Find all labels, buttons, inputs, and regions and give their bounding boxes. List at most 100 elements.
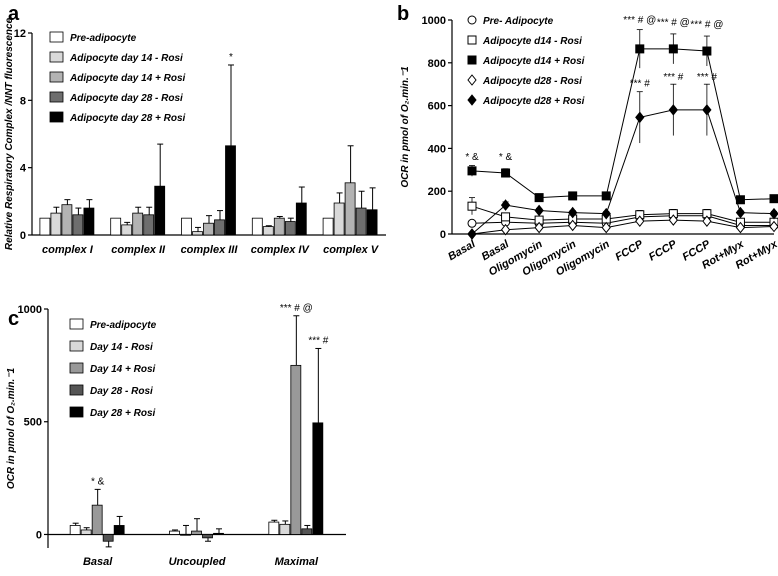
data-point-adipocyte-d14-rosi <box>769 194 778 204</box>
legend-marker <box>467 35 477 45</box>
bar-adipocyte-day-14-rosi-complex-iv <box>262 226 274 236</box>
bar-day-28-rosi-uncoupled <box>213 532 224 535</box>
legend-swatch <box>49 71 64 83</box>
y-axis-label: Relative Respiratory Complex /NNT fluore… <box>4 17 15 250</box>
data-point-adipocyte-d28-rosi <box>534 204 544 217</box>
y-tick-label: 12 <box>14 28 26 40</box>
data-point-adipocyte-d28-rosi <box>769 220 778 233</box>
series-line-adipocyte-d14-rosi <box>471 205 774 223</box>
bar-day-28-rosi-basal <box>113 525 125 535</box>
y-tick-label: 8 <box>20 95 26 107</box>
significance-annotation: * <box>229 52 233 63</box>
y-tick-label: 1000 <box>422 15 446 27</box>
significance-annotation: *** # @ <box>657 17 690 28</box>
bar-adipocyte-day-14-rosi-complex-ii <box>132 212 144 236</box>
bar-day-14-rosi-uncoupled <box>191 530 202 535</box>
bar-adipocyte-day-14-rosi-complex-v <box>333 202 345 236</box>
data-point-adipocyte-d28-rosi <box>635 215 645 227</box>
bar-adipocyte-day-14-rosi-complex-iii <box>203 222 214 236</box>
data-point-adipocyte-d28-rosi <box>668 214 678 226</box>
legend-label: Adipocyte day 28 - Rosi <box>69 93 183 104</box>
bar-adipocyte-day-28-rosi-complex-v <box>355 207 367 236</box>
legend-swatch <box>69 318 84 330</box>
legend-swatch <box>49 51 64 63</box>
data-point-adipocyte-d14-rosi <box>635 44 645 54</box>
legend-swatch <box>49 31 64 43</box>
legend-label: Adipocyte d28 - Rosi <box>482 76 582 87</box>
bar-pre-adipocyte-basal <box>69 525 81 535</box>
bar-pre-adipocyte-complex-ii <box>110 217 122 236</box>
data-point-adipocyte-d28-rosi <box>601 207 611 220</box>
bar-pre-adipocyte-maximal <box>268 521 280 535</box>
bar-day-28-rosi-basal <box>102 534 114 542</box>
x-category-label: complex V <box>323 244 380 256</box>
legend-marker <box>467 55 477 65</box>
legend-label: Adipocyte day 28 + Rosi <box>69 113 186 124</box>
bar-day-14-rosi-uncoupled <box>180 534 191 536</box>
x-category-label: complex III <box>181 244 239 256</box>
bar-adipocyte-day-28-rosi-complex-iv <box>295 202 307 236</box>
legend-label: Pre- Adipocyte <box>483 16 554 27</box>
series-line-adipocyte-d14-rosi <box>471 48 775 201</box>
bar-adipocyte-day-28-rosi-complex-iii <box>225 145 236 236</box>
x-category-label: complex II <box>111 244 166 256</box>
bar-day-14-rosi-basal <box>80 529 92 535</box>
x-tick-label: FCCP <box>647 238 680 264</box>
data-point-adipocyte-d28-rosi <box>769 207 778 220</box>
y-tick-label: 1000 <box>18 304 42 316</box>
data-point-adipocyte-d14-rosi <box>668 44 678 54</box>
data-point-adipocyte-d28-rosi <box>467 228 477 240</box>
x-tick-label: Basal <box>446 238 478 264</box>
x-category-label: Basal <box>83 556 113 568</box>
bar-adipocyte-day-14-rosi-complex-v <box>344 182 356 236</box>
bar-day-28-rosi-maximal <box>312 422 324 535</box>
legend-label: Pre-adipocyte <box>90 320 157 331</box>
series-line-pre-adipocyte <box>471 215 774 226</box>
bar-pre-adipocyte-complex-i <box>39 217 51 236</box>
data-point-adipocyte-d14-rosi <box>702 46 712 56</box>
bar-day-14-rosi-maximal <box>279 523 291 535</box>
bar-adipocyte-day-14-rosi-complex-ii <box>121 224 133 236</box>
legend-label: Pre-adipocyte <box>70 33 137 44</box>
legend-label: Adipocyte d14 - Rosi <box>482 36 582 47</box>
bar-adipocyte-day-14-rosi-complex-iv <box>273 217 285 236</box>
x-category-label: Maximal <box>275 556 319 568</box>
bar-adipocyte-day-14-rosi-complex-i <box>50 212 62 236</box>
y-tick-label: 0 <box>440 229 446 241</box>
data-point-adipocyte-d28-rosi <box>668 104 678 116</box>
data-point-adipocyte-d28-rosi <box>500 199 511 211</box>
bar-day-14-rosi-maximal <box>290 364 302 535</box>
bar-adipocyte-day-14-rosi-complex-iii <box>192 231 203 236</box>
bar-day-28-rosi-maximal <box>301 528 313 535</box>
panel-c-letter: c <box>8 308 19 330</box>
y-axis-label: OCR in pmol of O₂.min.⁻1 <box>400 66 411 188</box>
legend-label: Day 14 + Rosi <box>90 364 156 375</box>
data-point-adipocyte-d14-rosi <box>467 166 477 176</box>
significance-annotation: *** # <box>308 335 328 346</box>
bar-adipocyte-day-28-rosi-complex-iii <box>214 219 225 236</box>
legend-swatch <box>49 111 64 123</box>
y-tick-label: 200 <box>428 186 446 198</box>
legend-marker <box>467 74 477 86</box>
data-point-adipocyte-d28-rosi <box>500 223 511 236</box>
panel-a-letter: a <box>8 3 20 25</box>
legend-marker <box>467 94 477 106</box>
data-point-adipocyte-d14-rosi <box>568 191 578 201</box>
data-point-adipocyte-d28-rosi <box>568 206 578 219</box>
significance-annotation: *** # @ <box>623 15 656 26</box>
bar-pre-adipocyte-complex-v <box>322 217 334 236</box>
data-point-adipocyte-d28-rosi <box>534 221 544 234</box>
legend-label: Adipocyte d28 + Rosi <box>482 96 585 107</box>
bar-adipocyte-day-28-rosi-complex-i <box>83 207 95 236</box>
data-point-adipocyte-d28-rosi <box>568 219 578 232</box>
significance-annotation: * & <box>499 152 513 163</box>
data-point-adipocyte-d14-rosi <box>501 168 511 178</box>
data-point-adipocyte-d28-rosi <box>735 206 746 219</box>
legend-swatch <box>69 406 84 418</box>
legend-swatch <box>69 362 84 374</box>
y-tick-label: 0 <box>36 529 42 541</box>
bar-day-28-rosi-uncoupled <box>202 534 213 539</box>
bar-adipocyte-day-28-rosi-complex-v <box>366 209 378 236</box>
